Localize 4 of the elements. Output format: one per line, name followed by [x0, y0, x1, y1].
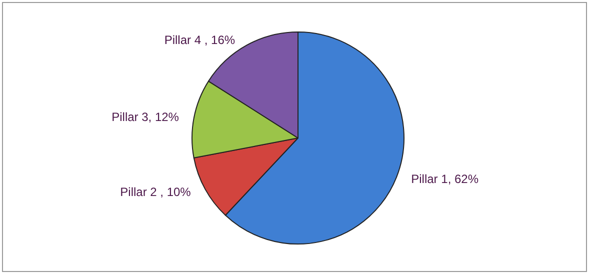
slice-label: Pillar 2 , 10%: [120, 184, 192, 199]
slice-label: Pillar 4 , 16%: [164, 32, 236, 47]
slice-label: Pillar 1, 62%: [411, 172, 479, 186]
slice-label: Pillar 3, 12%: [112, 110, 180, 124]
